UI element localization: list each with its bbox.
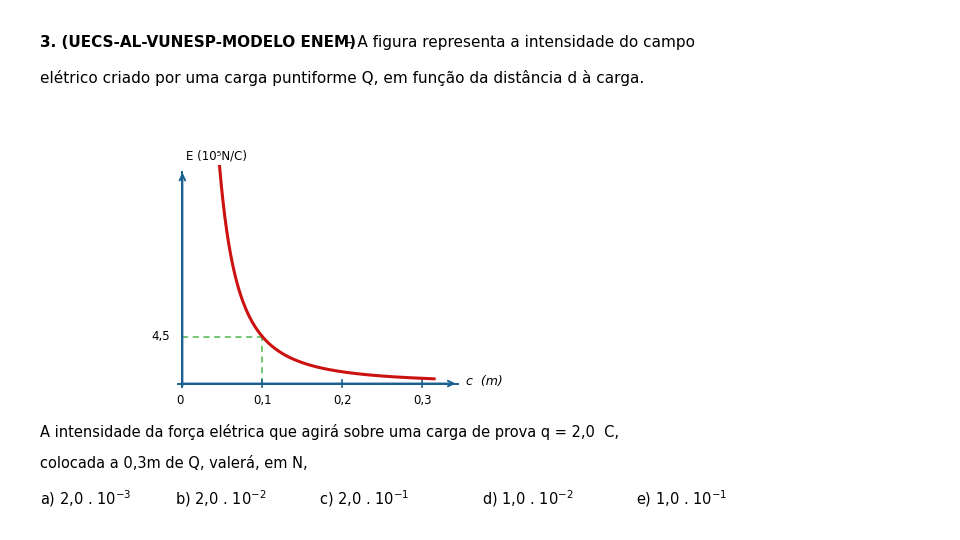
Text: 0,1: 0,1 — [253, 394, 272, 407]
Text: colocada a 0,3m de Q, valerá, em N,: colocada a 0,3m de Q, valerá, em N, — [40, 456, 308, 471]
Text: b) 2,0 . $10^{-2}$: b) 2,0 . $10^{-2}$ — [175, 489, 266, 509]
Text: 0: 0 — [177, 394, 183, 407]
Text: 3. (UECS-AL-VUNESP-MODELO ENEM): 3. (UECS-AL-VUNESP-MODELO ENEM) — [40, 35, 356, 50]
Text: c  (m): c (m) — [467, 375, 503, 388]
Text: 0,3: 0,3 — [413, 394, 432, 407]
Text: 4,5: 4,5 — [152, 330, 171, 343]
Text: – A figura representa a intensidade do campo: – A figura representa a intensidade do c… — [340, 35, 695, 50]
Text: A intensidade da força elétrica que agirá sobre uma carga de prova q = 2,0  C,: A intensidade da força elétrica que agir… — [40, 424, 619, 440]
Text: a) 2,0 . $10^{-3}$: a) 2,0 . $10^{-3}$ — [40, 489, 132, 509]
Text: elétrico criado por uma carga puntiforme Q, em função da distância d à carga.: elétrico criado por uma carga puntiforme… — [40, 70, 644, 86]
Text: e) 1,0 . $10^{-1}$: e) 1,0 . $10^{-1}$ — [636, 489, 727, 509]
Text: 0,2: 0,2 — [333, 394, 351, 407]
Text: c) 2,0 . $10^{-1}$: c) 2,0 . $10^{-1}$ — [319, 489, 409, 509]
Text: d) 1,0 . $10^{-2}$: d) 1,0 . $10^{-2}$ — [482, 489, 573, 509]
Text: E (10⁵N/C): E (10⁵N/C) — [185, 150, 247, 163]
